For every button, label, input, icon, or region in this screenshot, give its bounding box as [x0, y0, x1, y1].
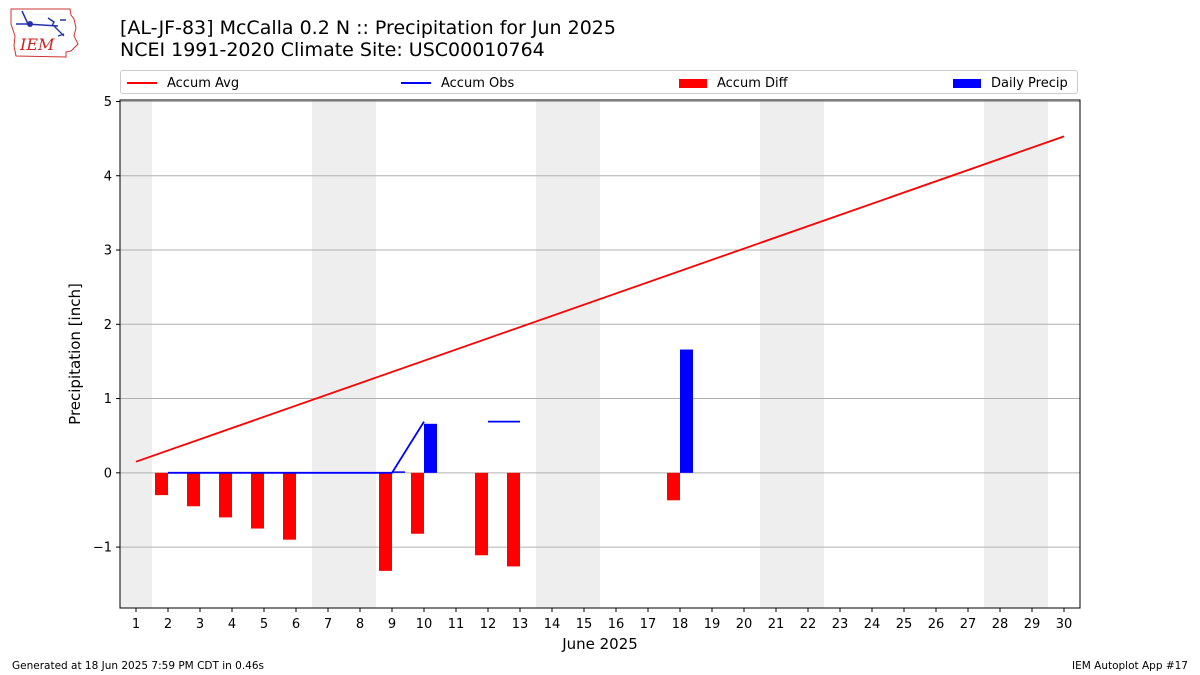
x-tick-label: 21	[768, 617, 785, 632]
y-tick-label: 0	[104, 466, 112, 481]
legend-label-daily-precip: Daily Precip	[991, 75, 1068, 91]
accum-obs-line	[168, 421, 425, 474]
y-tick-label: 2	[104, 318, 112, 333]
generated-note: Generated at 18 Jun 2025 7:59 PM CDT in …	[12, 660, 265, 672]
x-tick-label: 11	[448, 617, 465, 632]
legend-item-accum-diff: Accum Diff	[679, 71, 788, 95]
y-tick-label: 3	[104, 244, 112, 259]
x-tick-label: 29	[1024, 617, 1041, 632]
x-tick-label: 27	[960, 617, 977, 632]
legend-item-accum-obs: Accum Obs	[401, 71, 514, 95]
accum-diff-bar	[155, 472, 168, 496]
x-tick-label: 4	[228, 617, 236, 632]
x-tick-label: 10	[416, 617, 433, 632]
weekend-shade	[984, 100, 1048, 608]
x-tick-label: 28	[992, 617, 1009, 632]
y-tick-label: 1	[104, 392, 112, 407]
x-tick-label: 3	[196, 617, 204, 632]
x-tick-label: 15	[576, 617, 593, 632]
daily-precip-bar	[392, 471, 405, 473]
x-axis-label: June 2025	[561, 635, 638, 653]
accum-diff-bar	[283, 472, 296, 540]
legend-swatch-accum-diff	[679, 78, 707, 88]
y-tick-label: 5	[104, 95, 112, 110]
x-tick-label: 26	[928, 617, 945, 632]
x-tick-label: 13	[512, 617, 529, 632]
legend-swatch-accum-obs	[401, 82, 431, 84]
accum-diff-bar	[187, 472, 200, 507]
x-tick-label: 20	[736, 617, 753, 632]
accum-diff-bar	[667, 472, 680, 501]
x-tick-label: 23	[832, 617, 849, 632]
legend-label-accum-obs: Accum Obs	[441, 75, 515, 91]
accum-diff-bar	[475, 472, 488, 556]
x-tick-label: 14	[544, 617, 561, 632]
chart-title: [AL-JF-83] McCalla 0.2 N :: Precipitatio…	[120, 17, 616, 39]
accum-diff-bar	[507, 472, 520, 567]
x-tick-label: 22	[800, 617, 817, 632]
y-tick-label: 4	[104, 169, 112, 184]
x-tick-label: 18	[672, 617, 689, 632]
legend-item-accum-avg: Accum Avg	[127, 71, 239, 95]
x-tick-label: 9	[388, 617, 396, 632]
y-axis-label: Precipitation [inch]	[66, 283, 84, 425]
accum-diff-bar	[251, 472, 264, 529]
accum-diff-bar	[411, 472, 424, 534]
x-tick-label: 30	[1056, 617, 1073, 632]
daily-precip-bar	[680, 349, 693, 473]
iem-logo: IEM	[8, 6, 80, 62]
accum-diff-bar	[219, 472, 232, 518]
weekend-shade	[536, 100, 600, 608]
legend: Accum Avg Accum Obs Accum Diff Daily Pre…	[120, 70, 1078, 94]
x-tick-label: 7	[324, 617, 332, 632]
accum-diff-bar	[379, 472, 392, 571]
legend-swatch-daily-precip	[953, 78, 981, 88]
legend-label-accum-avg: Accum Avg	[167, 75, 240, 91]
app-credit: IEM Autoplot App #17	[1072, 660, 1188, 672]
weekend-shade	[120, 100, 152, 608]
daily-precip-bar	[424, 423, 437, 473]
weekend-shade	[760, 100, 824, 608]
x-tick-label: 25	[896, 617, 913, 632]
legend-swatch-accum-avg	[127, 82, 157, 84]
legend-label-accum-diff: Accum Diff	[717, 75, 788, 91]
plot-frame	[119, 99, 1081, 609]
y-tick-label: −1	[93, 541, 112, 556]
accum-avg-line	[135, 135, 1065, 463]
x-tick-label: 12	[480, 617, 497, 632]
x-tick-label: 16	[608, 617, 625, 632]
weekend-shade	[312, 100, 376, 608]
x-tick-label: 2	[164, 617, 172, 632]
logo-text: IEM	[19, 35, 55, 54]
chart-subtitle: NCEI 1991-2020 Climate Site: USC00010764	[120, 39, 545, 61]
x-tick-label: 8	[356, 617, 364, 632]
x-tick-label: 17	[640, 617, 657, 632]
x-tick-label: 5	[260, 617, 268, 632]
x-tick-label: 1	[132, 617, 140, 632]
x-tick-label: 6	[292, 617, 300, 632]
x-tick-label: 24	[864, 617, 881, 632]
x-tick-label: 19	[704, 617, 721, 632]
legend-item-daily-precip: Daily Precip	[953, 71, 1068, 95]
